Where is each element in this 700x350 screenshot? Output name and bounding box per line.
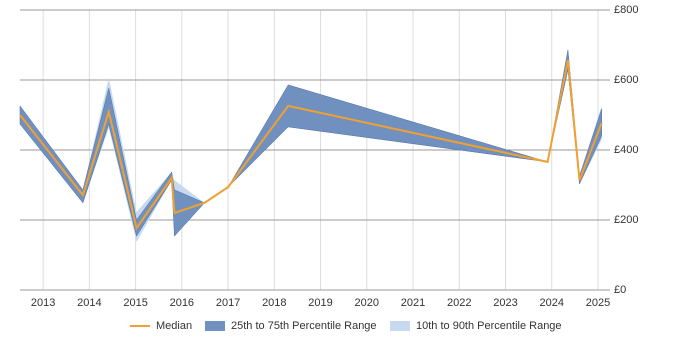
x-tick-label: 2022 [447, 297, 471, 309]
x-tick-label: 2017 [216, 297, 240, 309]
x-tick-label: 2024 [539, 297, 563, 309]
y-tick-label: £800 [614, 4, 638, 16]
y-tick-label: £400 [614, 144, 638, 156]
x-tick-label: 2020 [355, 297, 379, 309]
x-tick-label: 2014 [77, 297, 101, 309]
legend-label: 10th to 90th Percentile Range [416, 320, 562, 332]
legend-label: 25th to 75th Percentile Range [231, 320, 377, 332]
x-tick-label: 2025 [586, 297, 610, 309]
y-tick-label: £200 [614, 214, 638, 226]
x-tick-label: 2015 [123, 297, 147, 309]
median-line [19, 59, 603, 231]
legend-swatch [390, 321, 410, 331]
y-tick-label: £0 [614, 284, 626, 296]
x-tick-label: 2019 [308, 297, 332, 309]
x-tick-label: 2013 [31, 297, 55, 309]
legend-swatch [205, 321, 225, 331]
x-tick-label: 2023 [493, 297, 517, 309]
x-tick-label: 2016 [170, 297, 194, 309]
x-tick-label: 2021 [401, 297, 425, 309]
x-tick-label: 2018 [262, 297, 286, 309]
legend-label: Median [156, 320, 192, 332]
y-tick-label: £600 [614, 74, 638, 86]
